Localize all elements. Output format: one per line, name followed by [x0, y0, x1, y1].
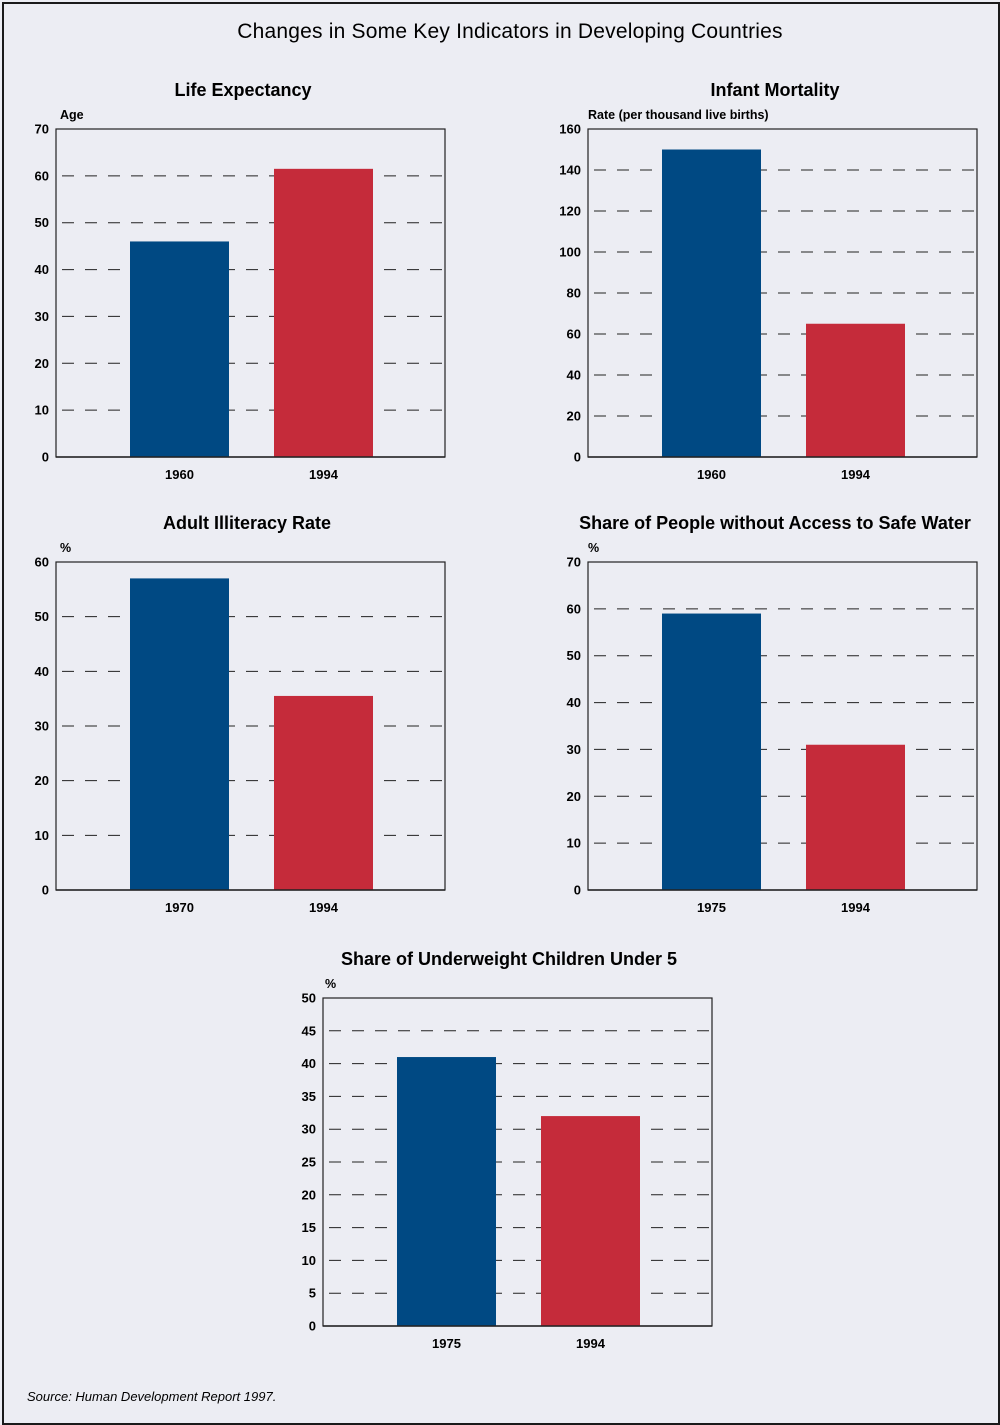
bar-1994 — [274, 695, 373, 890]
y-tick-label: 40 — [302, 1056, 316, 1071]
y-axis-label: % — [588, 541, 599, 555]
y-tick-label: 35 — [302, 1089, 316, 1104]
chart-5: Share of Underweight Children Under 5% 0 5… — [302, 949, 713, 1351]
y-tick-label: 40 — [567, 695, 581, 710]
bar-1994 — [806, 323, 905, 457]
y-tick-label: 140 — [559, 163, 581, 178]
y-tick-label: 25 — [302, 1155, 316, 1170]
chart-title: Infant Mortality — [711, 80, 840, 100]
y-axis-label: % — [60, 541, 71, 555]
y-tick-label: 70 — [35, 122, 49, 137]
y-tick-label: 10 — [35, 403, 49, 418]
y-tick-label: 30 — [35, 309, 49, 324]
y-tick-label: 50 — [35, 215, 49, 230]
page-title: Changes in Some Key Indicators in Develo… — [237, 20, 783, 43]
bar-1994 — [806, 744, 905, 890]
y-tick-label: 20 — [35, 773, 49, 788]
y-tick-label: 60 — [35, 168, 49, 183]
y-tick-label: 100 — [559, 245, 581, 260]
y-tick-label: 0 — [42, 883, 49, 898]
y-tick-label: 20 — [567, 789, 581, 804]
chart-1: Life Expectancy Age 0 10 20 30 40 50 60 70 1960 199… — [35, 80, 446, 482]
bar-1975 — [397, 1057, 496, 1326]
x-category-label: 1994 — [309, 900, 339, 915]
y-axis-label: Age — [60, 108, 84, 122]
y-tick-label: 60 — [567, 601, 581, 616]
x-category-label: 1960 — [165, 467, 194, 482]
plot-area — [587, 561, 978, 891]
y-tick-label: 20 — [35, 356, 49, 371]
chart-4: Share of People without Access to Safe W… — [567, 513, 978, 915]
x-category-label: 1994 — [841, 467, 871, 482]
plot-area — [55, 128, 446, 458]
bar-1994 — [274, 168, 373, 458]
y-tick-label: 50 — [302, 991, 316, 1006]
chart-title: Share of Underweight Children Under 5 — [341, 949, 677, 969]
chart-3: Adult Illiteracy Rate% 0 10 20 30 40 50 60 1970 1… — [35, 513, 446, 915]
y-tick-label: 50 — [567, 648, 581, 663]
bar-1960 — [662, 149, 761, 457]
bar-1994 — [541, 1116, 640, 1326]
y-tick-label: 10 — [302, 1253, 316, 1268]
y-axis-label: % — [325, 977, 336, 991]
y-tick-label: 5 — [309, 1286, 316, 1301]
y-tick-label: 50 — [35, 609, 49, 624]
y-tick-label: 0 — [574, 883, 581, 898]
x-category-label: 1970 — [165, 900, 194, 915]
y-tick-label: 40 — [35, 262, 49, 277]
y-tick-label: 40 — [35, 664, 49, 679]
x-category-label: 1960 — [697, 467, 726, 482]
x-category-label: 1994 — [841, 900, 871, 915]
chart-title: Life Expectancy — [174, 80, 311, 100]
y-tick-label: 160 — [559, 122, 581, 137]
x-category-label: 1975 — [432, 1336, 461, 1351]
y-tick-label: 40 — [567, 368, 581, 383]
y-tick-label: 45 — [302, 1023, 316, 1038]
y-tick-label: 70 — [567, 555, 581, 570]
y-tick-label: 30 — [567, 742, 581, 757]
bar-1975 — [662, 613, 761, 890]
chart-title: Share of People without Access to Safe W… — [579, 513, 971, 533]
source-note: Source: Human Development Report 1997. — [27, 1389, 277, 1404]
y-tick-label: 30 — [302, 1122, 316, 1137]
y-tick-label: 30 — [35, 719, 49, 734]
y-tick-label: 0 — [42, 450, 49, 465]
y-tick-label: 120 — [559, 204, 581, 219]
bar-1970 — [130, 578, 229, 890]
y-tick-label: 20 — [302, 1187, 316, 1202]
y-tick-label: 20 — [567, 409, 581, 424]
y-tick-label: 0 — [574, 450, 581, 465]
y-tick-label: 0 — [309, 1319, 316, 1334]
y-tick-label: 80 — [567, 286, 581, 301]
chart-title: Adult Illiteracy Rate — [163, 513, 331, 533]
chart-2: Infant Mortality Rate (per thousand live … — [559, 80, 978, 482]
bar-1960 — [130, 241, 229, 457]
x-category-label: 1994 — [309, 467, 339, 482]
y-axis-label: Rate (per thousand live births) — [588, 108, 769, 122]
y-tick-label: 15 — [302, 1220, 316, 1235]
y-tick-label: 60 — [35, 555, 49, 570]
x-category-label: 1975 — [697, 900, 726, 915]
y-tick-label: 10 — [567, 836, 581, 851]
x-category-label: 1994 — [576, 1336, 606, 1351]
y-tick-label: 60 — [567, 327, 581, 342]
y-tick-label: 10 — [35, 828, 49, 843]
